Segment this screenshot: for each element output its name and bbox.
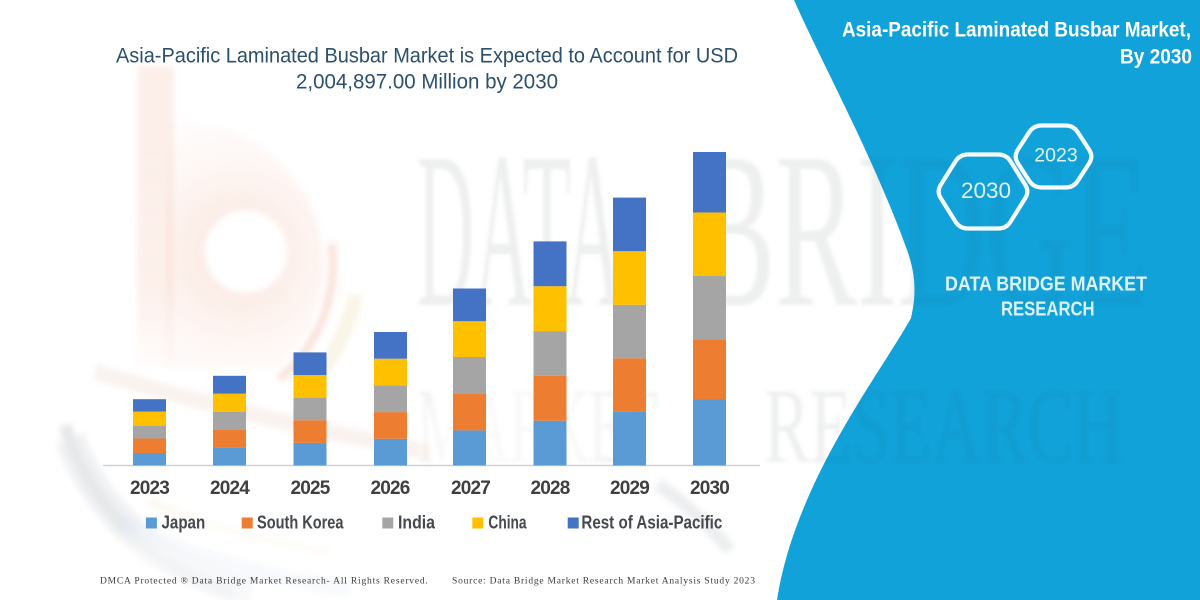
svg-text:2026: 2026 — [370, 478, 409, 499]
svg-text:2025: 2025 — [290, 478, 330, 499]
svg-text:DATA BRIDGE MARKET: DATA BRIDGE MARKET — [945, 273, 1147, 296]
svg-text:China: China — [488, 513, 527, 533]
svg-text:2,004,897.00 Million by 2030: 2,004,897.00 Million by 2030 — [296, 70, 558, 94]
svg-text:2023: 2023 — [130, 478, 169, 499]
svg-text:RESEARCH: RESEARCH — [1001, 298, 1095, 321]
svg-text:Rest of Asia-Pacific: Rest of Asia-Pacific — [581, 513, 722, 533]
svg-text:2023: 2023 — [1034, 145, 1077, 167]
svg-text:Asia-Pacific Laminated Busbar: Asia-Pacific Laminated Busbar Market is … — [116, 44, 738, 68]
svg-text:By 2030: By 2030 — [1120, 45, 1192, 69]
svg-text:Asia-Pacific Laminated Busbar: Asia-Pacific Laminated Busbar Market, — [842, 18, 1191, 42]
svg-text:Source: Data Bridge Market Res: Source: Data Bridge Market Research Mark… — [452, 577, 756, 587]
svg-text:South Korea: South Korea — [257, 513, 344, 533]
svg-text:2024: 2024 — [210, 478, 250, 499]
svg-text:2028: 2028 — [530, 478, 569, 499]
svg-text:2030: 2030 — [961, 178, 1011, 203]
svg-text:DATA: DATA — [417, 108, 622, 355]
svg-text:India: India — [398, 513, 436, 533]
svg-text:2029: 2029 — [610, 478, 649, 499]
svg-text:2030: 2030 — [690, 478, 729, 499]
svg-text:2027: 2027 — [451, 478, 490, 499]
svg-text:Japan: Japan — [162, 513, 206, 533]
svg-text:DMCA Protected ® Data Bridge M: DMCA Protected ® Data Bridge Market Rese… — [100, 576, 429, 587]
